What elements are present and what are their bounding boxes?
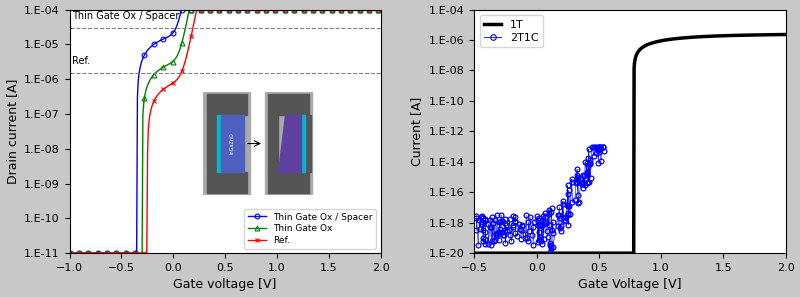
Line: 2T1C: 2T1C — [474, 144, 606, 254]
1T — [658, 39, 668, 42]
2T1C — [477, 215, 486, 218]
1T — [470, 251, 479, 255]
Thin Gate Ox — [189, 8, 198, 11]
Thin Gate Ox / Spacer — [292, 8, 302, 11]
Thin Gate Ox / Spacer — [65, 251, 74, 255]
Ref. — [290, 8, 300, 11]
Ref. — [193, 8, 202, 11]
1T — [668, 37, 678, 41]
Thin Gate Ox — [166, 61, 176, 65]
Thin Gate Ox — [376, 8, 386, 11]
Thin Gate Ox — [290, 8, 300, 11]
Text: Ref.: Ref. — [72, 56, 90, 66]
2T1C — [478, 216, 488, 220]
Ref. — [376, 8, 386, 11]
Legend: 1T, 2T1C: 1T, 2T1C — [480, 15, 543, 47]
Legend: Thin Gate Ox / Spacer, Thin Gate Ox, Ref.: Thin Gate Ox / Spacer, Thin Gate Ox, Ref… — [244, 209, 376, 249]
2T1C — [598, 149, 608, 152]
Ref. — [292, 8, 302, 11]
Thin Gate Ox / Spacer — [166, 33, 176, 37]
Thin Gate Ox — [102, 251, 112, 255]
1T — [489, 251, 498, 255]
Ref. — [188, 27, 198, 30]
X-axis label: Gate voltage [V]: Gate voltage [V] — [174, 279, 277, 291]
2T1C — [590, 145, 600, 148]
Thin Gate Ox / Spacer — [102, 251, 112, 255]
2T1C — [594, 150, 604, 154]
Line: 1T: 1T — [474, 34, 786, 253]
Ref. — [65, 251, 74, 255]
Thin Gate Ox — [185, 8, 194, 11]
Ref. — [102, 251, 112, 255]
2T1C — [546, 250, 555, 253]
2T1C — [505, 218, 514, 221]
1T — [650, 40, 660, 44]
Line: Ref.: Ref. — [67, 7, 383, 256]
2T1C — [494, 220, 504, 224]
Ref. — [262, 8, 271, 11]
1T — [738, 34, 747, 37]
Thin Gate Ox / Spacer — [189, 8, 198, 11]
Thin Gate Ox / Spacer — [376, 8, 386, 11]
Thin Gate Ox — [65, 251, 74, 255]
Y-axis label: Drain current [A]: Drain current [A] — [6, 79, 18, 184]
Y-axis label: Current [A]: Current [A] — [410, 97, 423, 166]
Ref. — [166, 83, 176, 86]
Line: Thin Gate Ox / Spacer: Thin Gate Ox / Spacer — [67, 7, 383, 256]
Text: Thin Gate Ox / Spacer: Thin Gate Ox / Spacer — [72, 11, 179, 21]
Thin Gate Ox / Spacer — [177, 8, 186, 11]
Thin Gate Ox — [262, 8, 271, 11]
Thin Gate Ox / Spacer — [290, 8, 300, 11]
Thin Gate Ox — [292, 8, 302, 11]
Line: Thin Gate Ox: Thin Gate Ox — [67, 7, 383, 256]
2T1C — [471, 229, 481, 232]
1T — [781, 33, 790, 36]
X-axis label: Gate Voltage [V]: Gate Voltage [V] — [578, 279, 682, 291]
2T1C — [587, 145, 597, 148]
1T — [706, 34, 715, 38]
Thin Gate Ox / Spacer — [262, 8, 271, 11]
